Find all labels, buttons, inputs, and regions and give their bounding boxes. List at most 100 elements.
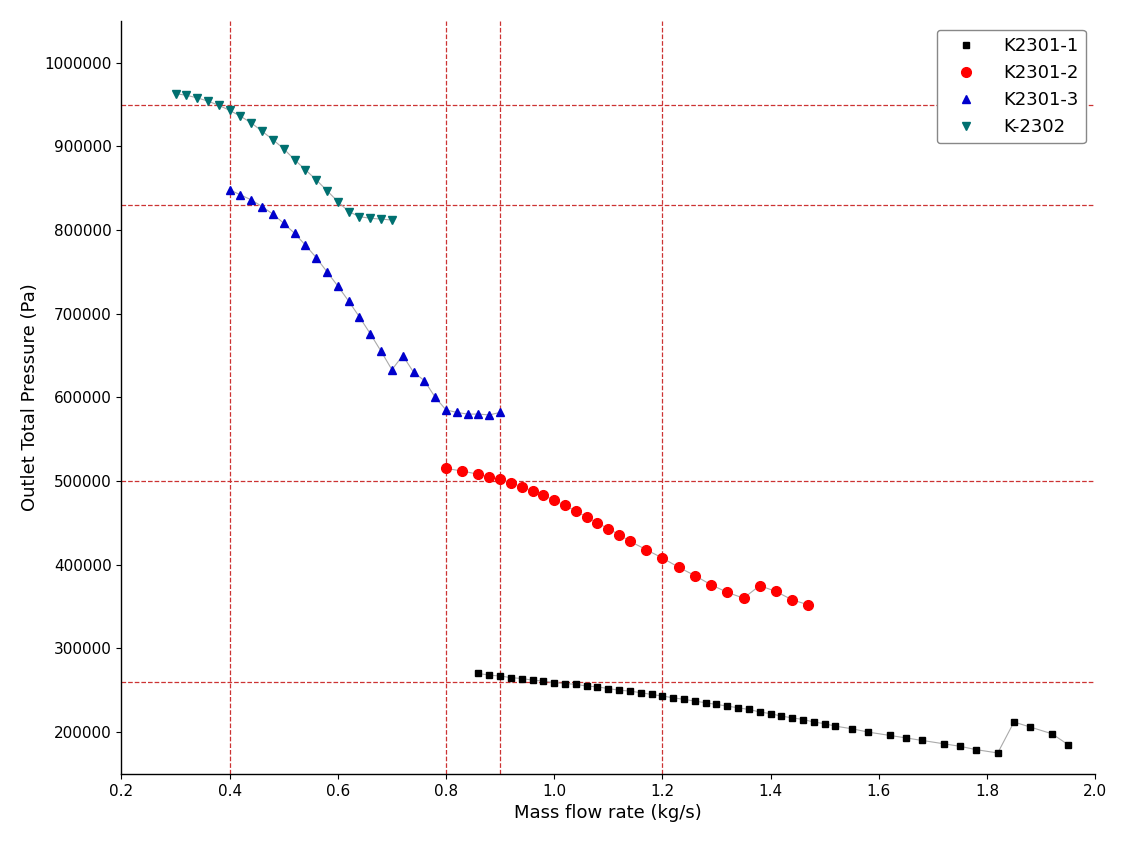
Line: K-2302: K-2302 (171, 89, 396, 224)
K2301-3 (396, 351, 409, 361)
K2301-1 (526, 675, 539, 685)
K2301-2 (472, 470, 485, 480)
K2301-1 (721, 701, 734, 711)
K2301-3 (223, 185, 237, 195)
K-2302 (277, 144, 291, 154)
K-2302 (353, 212, 367, 222)
K2301-3 (277, 218, 291, 228)
K2301-1 (742, 705, 756, 715)
K2301-2 (439, 464, 452, 474)
Line: K2301-1: K2301-1 (475, 670, 1072, 756)
K2301-2 (785, 595, 799, 605)
K2301-1 (569, 679, 582, 690)
K2301-1 (558, 679, 572, 689)
K2301-1 (504, 673, 518, 683)
K-2302 (299, 164, 312, 175)
K-2302 (374, 214, 388, 224)
K2301-2 (504, 478, 518, 488)
K2301-1 (667, 693, 680, 703)
K2301-3 (255, 201, 268, 212)
K2301-1 (677, 695, 690, 705)
K-2302 (233, 111, 247, 121)
K2301-1 (861, 727, 874, 737)
K2301-2 (591, 518, 605, 528)
K2301-2 (569, 506, 582, 516)
K2301-1 (796, 715, 810, 725)
K2301-2 (672, 562, 686, 572)
K2301-3 (320, 266, 334, 277)
K2301-1 (688, 696, 702, 706)
K2301-2 (640, 545, 653, 555)
K2301-1 (969, 744, 982, 754)
K2301-1 (472, 668, 485, 679)
K2301-2 (655, 553, 669, 563)
K2301-3 (309, 253, 323, 263)
K2301-3 (233, 190, 247, 200)
Y-axis label: Outlet Total Pressure (Pa): Outlet Total Pressure (Pa) (20, 283, 38, 511)
K2301-1 (1023, 722, 1037, 732)
K2301-1 (953, 741, 967, 751)
K2301-1 (547, 678, 561, 688)
K2301-1 (899, 733, 913, 743)
K2301-1 (613, 685, 626, 695)
K2301-1 (483, 670, 496, 680)
K2301-1 (937, 738, 951, 749)
K2301-3 (374, 346, 388, 357)
K2301-3 (288, 228, 301, 239)
K2301-3 (245, 195, 258, 205)
K2301-2 (769, 587, 783, 597)
K-2302 (342, 207, 355, 217)
K2301-1 (601, 684, 615, 694)
K2301-1 (580, 681, 593, 691)
K2301-2 (802, 600, 816, 610)
K2301-1 (645, 690, 659, 700)
K2301-1 (537, 676, 550, 686)
K2301-1 (731, 703, 744, 713)
K-2302 (201, 96, 214, 106)
K2301-1 (655, 691, 669, 701)
K2301-1 (764, 709, 777, 719)
K-2302 (245, 118, 258, 128)
K2301-1 (915, 735, 928, 745)
K2301-2 (558, 500, 572, 510)
K2301-2 (547, 495, 561, 505)
K-2302 (363, 213, 377, 223)
K-2302 (223, 105, 237, 115)
K2301-1 (1007, 717, 1021, 727)
K2301-3 (407, 368, 421, 378)
K2301-3 (450, 407, 464, 417)
K2301-3 (429, 392, 442, 402)
K2301-2 (515, 482, 529, 492)
K2301-3 (332, 281, 345, 291)
K2301-1 (515, 674, 529, 684)
K-2302 (266, 135, 280, 145)
K2301-2 (754, 581, 767, 591)
K-2302 (288, 154, 301, 164)
K2301-3 (461, 409, 475, 419)
K2301-1 (710, 700, 723, 710)
K2301-2 (493, 475, 506, 485)
K2301-3 (483, 410, 496, 420)
K2301-3 (342, 296, 355, 306)
K2301-2 (537, 490, 550, 500)
K2301-1 (775, 711, 788, 722)
K2301-1 (754, 707, 767, 717)
K2301-3 (472, 409, 485, 419)
K2301-2 (601, 524, 615, 534)
K2301-3 (385, 365, 398, 375)
K2301-3 (363, 329, 377, 339)
K2301-3 (493, 407, 506, 417)
K2301-1 (818, 718, 831, 728)
K2301-2 (623, 536, 636, 546)
K-2302 (309, 175, 323, 185)
K2301-2 (613, 529, 626, 540)
K2301-1 (623, 686, 636, 696)
K2301-1 (699, 698, 713, 708)
K2301-1 (785, 713, 799, 723)
K-2302 (320, 185, 334, 196)
K-2302 (332, 196, 345, 207)
K2301-2 (737, 593, 750, 604)
K2301-1 (992, 748, 1005, 758)
K2301-3 (417, 376, 431, 386)
K2301-3 (299, 240, 312, 250)
